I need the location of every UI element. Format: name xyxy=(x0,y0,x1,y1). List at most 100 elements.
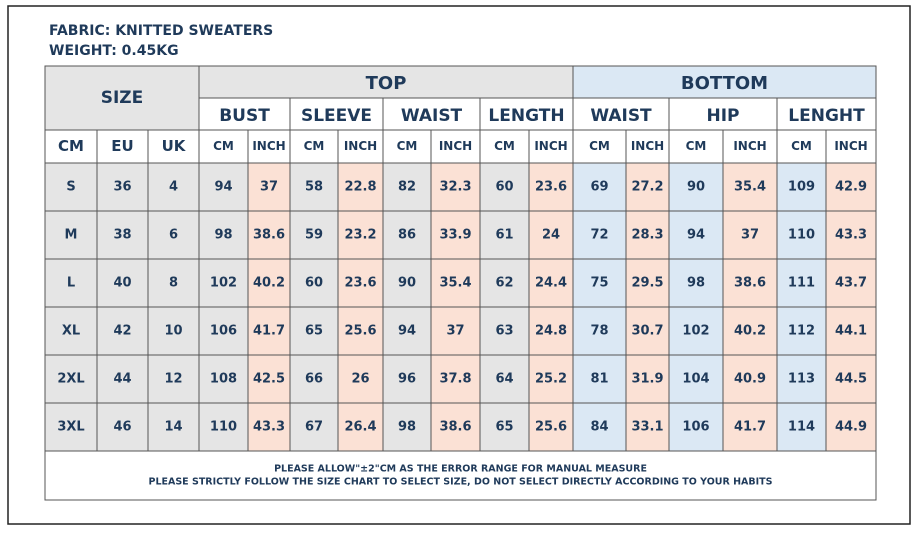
table-cell: 69 xyxy=(590,180,608,195)
table-cell: 104 xyxy=(682,372,709,387)
table-cell: 38.6 xyxy=(253,228,285,243)
table-cell: 106 xyxy=(210,324,237,339)
cell xyxy=(247,258,291,308)
size-label: SIZE xyxy=(101,88,144,108)
cell xyxy=(479,129,530,164)
table-cell: 44 xyxy=(113,372,131,387)
table-cell: 65 xyxy=(305,324,323,339)
cell xyxy=(722,162,778,212)
table-cell: 41.7 xyxy=(253,324,285,339)
cell xyxy=(198,65,574,99)
table-cell: 40.2 xyxy=(734,324,766,339)
table-cell: S xyxy=(66,180,75,195)
cell xyxy=(96,306,149,356)
table-cell: 40.2 xyxy=(253,276,285,291)
cell xyxy=(722,402,778,452)
table-cell: 59 xyxy=(305,228,323,243)
cell xyxy=(96,210,149,260)
cell xyxy=(528,129,574,164)
table-cell: 25.6 xyxy=(535,420,567,435)
table-cell: 38 xyxy=(113,228,131,243)
cell xyxy=(430,129,481,164)
measure-header: HIP xyxy=(706,106,739,126)
table-cell: 63 xyxy=(495,324,513,339)
table-cell: L xyxy=(67,276,75,291)
table-cell: M xyxy=(65,228,78,243)
measure-header: WAIST xyxy=(401,106,463,126)
unit-header: CM xyxy=(686,139,707,153)
table-cell: 112 xyxy=(788,324,815,339)
cell xyxy=(776,258,827,308)
table-cell: 84 xyxy=(590,420,608,435)
table-cell: 64 xyxy=(495,372,513,387)
cell xyxy=(337,354,384,404)
cell xyxy=(96,402,149,452)
cell xyxy=(722,258,778,308)
cell xyxy=(337,402,384,452)
cell xyxy=(825,129,877,164)
cell xyxy=(44,450,877,501)
measure-header: LENGTH xyxy=(488,106,564,126)
cell xyxy=(776,97,877,131)
table-cell: 98 xyxy=(398,420,416,435)
table-cell: 24 xyxy=(542,228,560,243)
table-cell: 110 xyxy=(210,420,237,435)
table-cell: 60 xyxy=(305,276,323,291)
table-cell: 60 xyxy=(495,180,513,195)
table-cell: 65 xyxy=(495,420,513,435)
table-cell: 38.6 xyxy=(734,276,766,291)
cell xyxy=(776,210,827,260)
table-cell: 14 xyxy=(164,420,182,435)
cell xyxy=(479,97,574,131)
table-cell: 110 xyxy=(788,228,815,243)
table-cell: 40 xyxy=(113,276,131,291)
table-cell: 94 xyxy=(687,228,705,243)
table-cell: 42 xyxy=(113,324,131,339)
group-header: BOTTOM xyxy=(681,73,768,94)
table-cell: XL xyxy=(62,324,80,339)
table-cell: 2XL xyxy=(57,372,84,387)
measure-header: WAIST xyxy=(590,106,652,126)
table-cell: 41.7 xyxy=(734,420,766,435)
table-cell: 114 xyxy=(788,420,815,435)
cell xyxy=(382,210,432,260)
table-cell: 44.9 xyxy=(835,420,867,435)
table-cell: 81 xyxy=(590,372,608,387)
cell xyxy=(825,258,877,308)
table-cell: 25.2 xyxy=(535,372,567,387)
cell xyxy=(479,306,530,356)
cell xyxy=(479,210,530,260)
unit-header: INCH xyxy=(439,139,472,153)
table-cell: 44.5 xyxy=(835,372,867,387)
cell xyxy=(382,258,432,308)
table-cell: 98 xyxy=(687,276,705,291)
table-cell: 42.9 xyxy=(835,180,867,195)
cell xyxy=(528,210,574,260)
table-cell: 38.6 xyxy=(439,420,471,435)
table-cell: 35.4 xyxy=(734,180,766,195)
cell xyxy=(147,306,200,356)
cell xyxy=(382,354,432,404)
unit-header: CM xyxy=(213,139,234,153)
cell xyxy=(430,354,481,404)
cell xyxy=(668,402,724,452)
table-cell: 58 xyxy=(305,180,323,195)
table-cell: 98 xyxy=(214,228,232,243)
cell xyxy=(289,306,339,356)
table-cell: 94 xyxy=(214,180,232,195)
unit-header: CM xyxy=(494,139,515,153)
unit-header: EU xyxy=(111,137,133,155)
cell xyxy=(198,306,249,356)
table-cell: 108 xyxy=(210,372,237,387)
cell xyxy=(572,65,877,99)
unit-header: UK xyxy=(162,137,187,155)
table-cell: 66 xyxy=(305,372,323,387)
footer-note: PLEASE STRICTLY FOLLOW THE SIZE CHART TO… xyxy=(148,477,772,488)
cell xyxy=(44,65,200,131)
measure-header: BUST xyxy=(219,106,270,126)
table-cell: 26.4 xyxy=(344,420,376,435)
table-cell: 8 xyxy=(169,276,178,291)
table-cell: 43.7 xyxy=(835,276,867,291)
table-cell: 86 xyxy=(398,228,416,243)
